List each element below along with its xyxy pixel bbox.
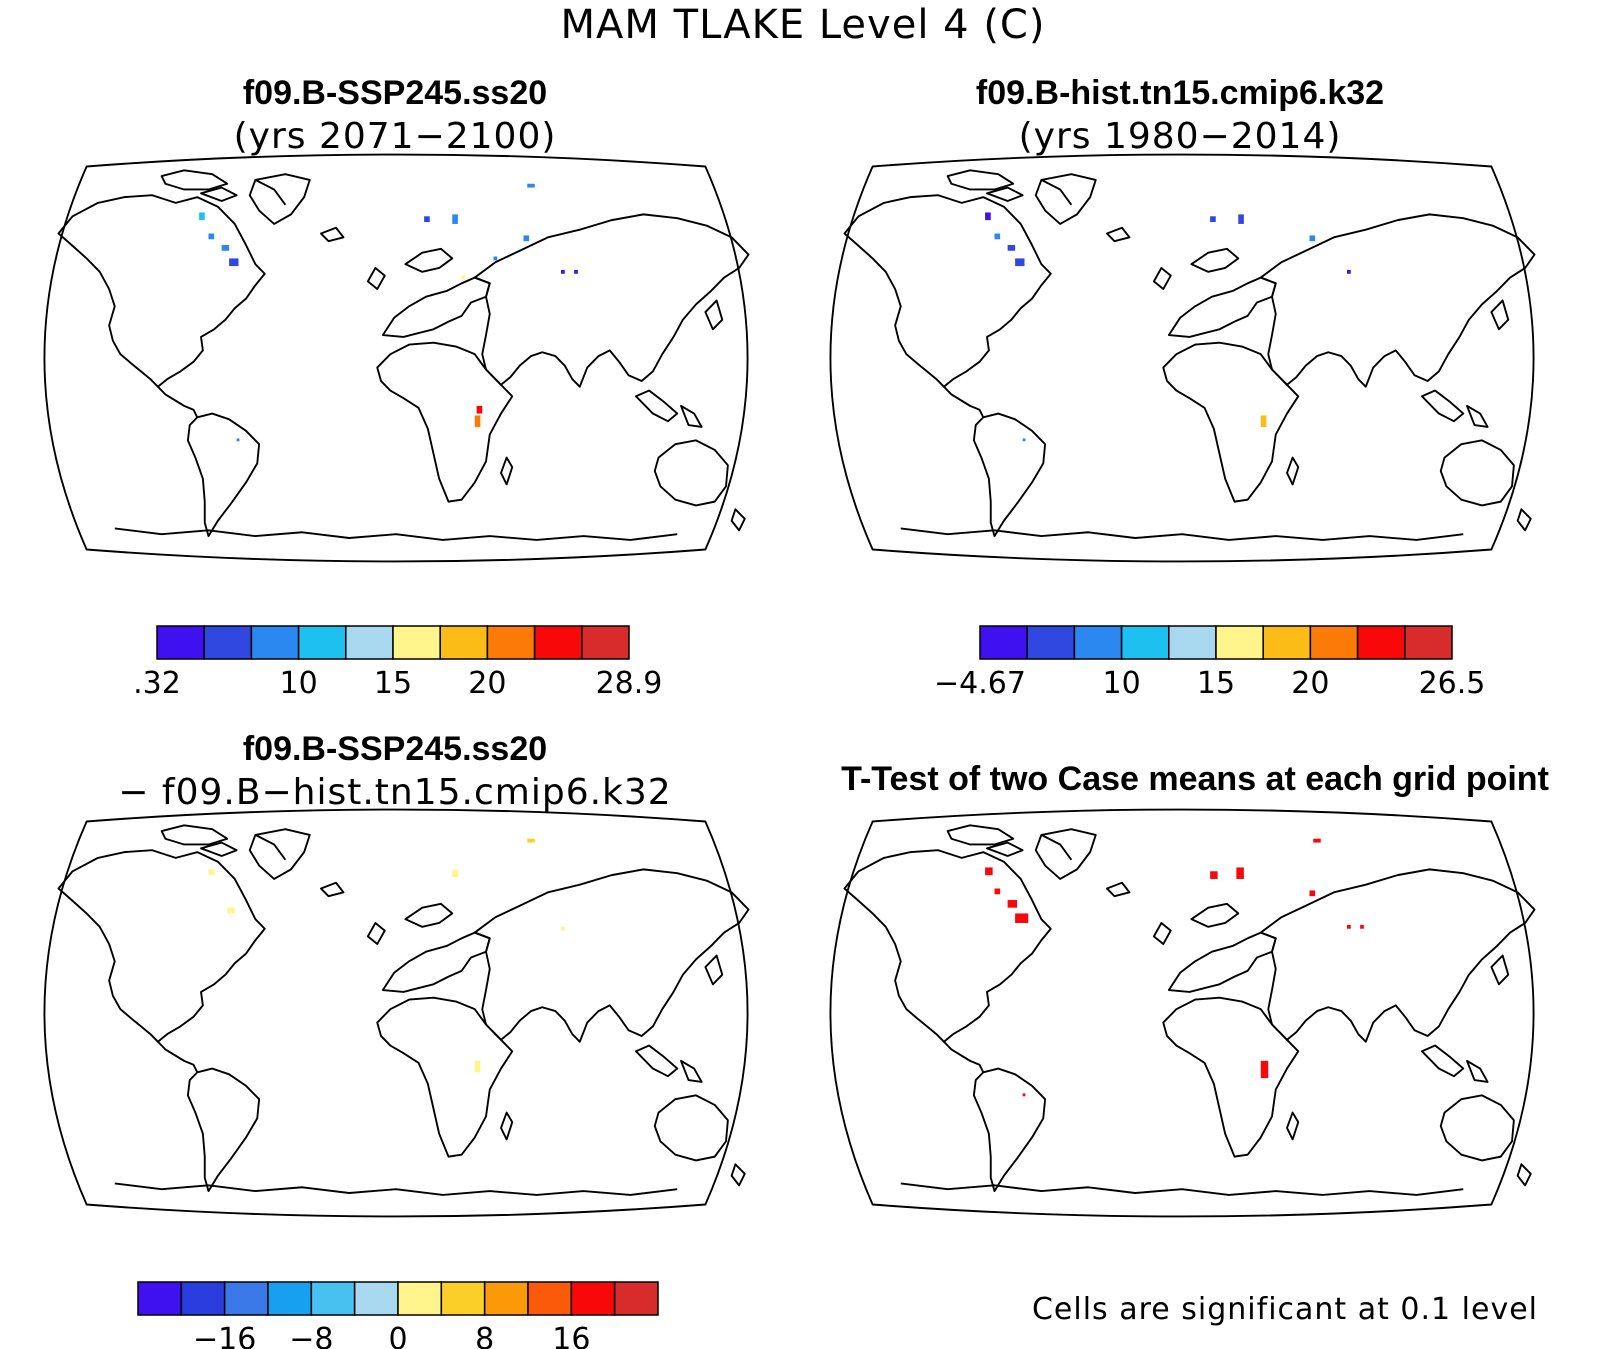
figure-title: MAM TLAKE Level 4 (C) (560, 2, 1046, 48)
colorbar-tick-label: 8 (475, 1322, 494, 1349)
colorbar-swatch (1026, 625, 1076, 660)
colorbar-swatch (581, 625, 630, 660)
colorbar-swatch (1168, 625, 1217, 660)
lake-cells-bottom-left (208, 838, 565, 1073)
colorbar-swatch (137, 1281, 183, 1316)
panel-title-top-right: f09.B-hist.tn15.cmip6.k32 (975, 74, 1385, 112)
colorbar-bottom-left: −16 −8 0 8 16 (137, 1281, 659, 1349)
panel-subtitle-top-left: (yrs 2071−2100) (233, 116, 557, 157)
colorbar-top-right: −4.67 10 15 20 26.5 (934, 625, 1486, 701)
colorbar-swatch (1262, 625, 1312, 660)
colorbar-swatch (1073, 625, 1123, 660)
colorbar-tick-label: 15 (374, 666, 412, 701)
colorbar-swatch (979, 625, 1028, 660)
colorbar-tick-label: −16 (193, 1322, 256, 1349)
lake-cells-top-left (199, 183, 578, 442)
colorbar-swatch (310, 1281, 356, 1316)
colorbar-swatch (1215, 625, 1264, 660)
colorbar-swatch (483, 1281, 529, 1316)
colorbar-tick-label: 10 (1103, 666, 1141, 701)
colorbar-swatch (1356, 625, 1406, 660)
colorbar-swatch (297, 625, 347, 660)
colorbar-swatch (1120, 625, 1170, 660)
colorbar-tick-label: 16 (552, 1322, 590, 1349)
panel-title-bottom-left: f09.B-SSP245.ss20 (242, 730, 548, 768)
colorbar-swatch (440, 1281, 486, 1316)
colorbar-tick-label: 28.9 (596, 666, 663, 701)
colorbar-tick-label: .32 (133, 666, 181, 701)
colorbar-swatch (1309, 625, 1359, 660)
colorbar-swatch (223, 1281, 269, 1316)
significance-footnote: Cells are significant at 0.1 level (1031, 1292, 1538, 1327)
colorbar-tick-label: 20 (468, 666, 506, 701)
colorbar-swatch (570, 1281, 616, 1316)
map-panel-bottom-left (43, 808, 750, 1218)
map-panel-bottom-right (829, 808, 1536, 1218)
colorbar-swatch (397, 1281, 443, 1316)
colorbar-swatch (250, 625, 300, 660)
colorbar-tick-label: 10 (280, 666, 318, 701)
colorbar-swatch (156, 625, 205, 660)
map-outline-top-right (829, 153, 1535, 563)
map-panel-top-right (829, 153, 1536, 563)
colorbar-swatch (180, 1281, 226, 1316)
colorbar-swatch (613, 1281, 659, 1316)
panel-title-top-left: f09.B-SSP245.ss20 (242, 74, 548, 112)
colorbar-swatch (527, 1281, 573, 1316)
colorbar-tick-label: 20 (1291, 666, 1329, 701)
colorbar-top-left: .32 10 15 20 28.9 (133, 625, 663, 701)
panel-subtitle-bottom-left: − f09.B−hist.tn15.cmip6.k32 (118, 772, 672, 813)
colorbar-tick-label: 0 (388, 1322, 407, 1349)
significant-cells (985, 838, 1364, 1097)
colorbar-tick-label: 15 (1197, 666, 1235, 701)
colorbar-swatch (267, 1281, 313, 1316)
colorbar-swatch (353, 1281, 399, 1316)
colorbar-swatch (439, 625, 489, 660)
colorbar-swatch (345, 625, 394, 660)
map-panel-top-left (43, 153, 750, 563)
panel-title-bottom-right: T-Test of two Case means at each grid po… (841, 760, 1549, 798)
colorbar-tick-label: −8 (289, 1322, 333, 1349)
lake-cells-top-right (985, 212, 1351, 442)
colorbar-tick-label: 26.5 (1419, 666, 1486, 701)
colorbar-swatch (203, 625, 253, 660)
colorbar-tick-label: −4.67 (934, 666, 1026, 701)
colorbar-swatch (392, 625, 441, 660)
colorbar-swatch (486, 625, 536, 660)
colorbar-swatch (1404, 625, 1453, 660)
panel-subtitle-top-right: (yrs 1980−2014) (1018, 116, 1342, 157)
map-outline-bottom-right (829, 808, 1535, 1218)
map-outline-bottom-left (43, 808, 749, 1218)
map-outline-top-left (43, 153, 749, 563)
colorbar-swatch (533, 625, 583, 660)
